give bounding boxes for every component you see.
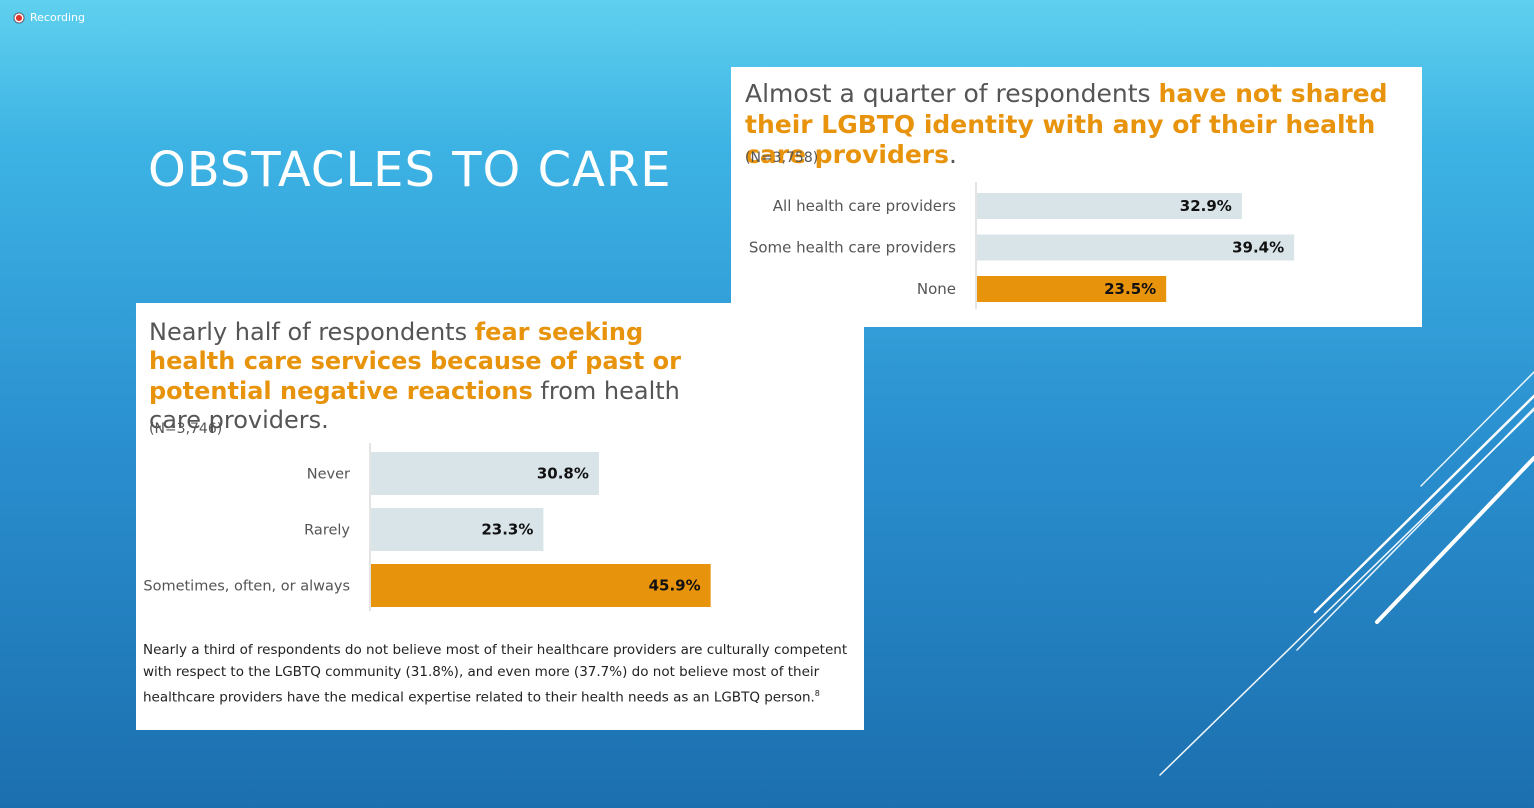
record-icon [14, 12, 24, 23]
disclosure-bar [977, 276, 1167, 302]
fear-category-label: Sometimes, often, or always [143, 579, 350, 595]
disclosure-value-label: 23.5% [1104, 280, 1156, 298]
card-heading: Almost a quarter of respondents have not… [745, 79, 1415, 171]
recording-label: Recording [30, 11, 86, 24]
fear-value-label: 45.9% [649, 577, 701, 595]
footnote-body: Nearly a third of respondents do not bel… [143, 642, 848, 706]
fear-value-label: 30.8% [537, 465, 589, 483]
recording-indicator: Recording [14, 11, 85, 24]
disclosure-category-label: Some health care providers [749, 239, 956, 257]
disclosure-value-label: 32.9% [1180, 197, 1232, 215]
survey-card-disclosure: Almost a quarter of respondents have not… [731, 67, 1422, 327]
fear-bar [371, 452, 599, 495]
footnote-text: Nearly a third of respondents do not bel… [143, 639, 863, 709]
fear-bar [371, 508, 544, 551]
heading-end: from health care providers. [149, 376, 680, 434]
footnote-reference: 8 [814, 689, 820, 698]
disclosure-bar [977, 193, 1242, 219]
survey-card-fear: Nearly half of respondents fear seeking … [136, 303, 864, 730]
disclosure-category-label: All health care providers [773, 197, 956, 215]
fear-bar-chart: Never 30.8% Rarely 23.3% Sometimes, often, o… [143, 443, 711, 611]
sample-size-label: (N=3,758) [745, 150, 819, 166]
fear-value-label: 23.3% [481, 521, 533, 539]
disclosure-bar-chart: All health care providers 32.9% Some healt… [749, 182, 1295, 309]
fear-category-label: Never [307, 467, 350, 483]
heading-highlight: have not shared their LGBTQ identity wit… [745, 79, 1388, 169]
card-heading: Nearly half of respondents fear seeking … [149, 318, 709, 435]
sample-size-label: (N=3,746) [149, 421, 223, 437]
disclosure-category-label: None [917, 280, 956, 298]
heading-end: . [949, 140, 957, 169]
disclosure-value-label: 39.4% [1232, 239, 1284, 257]
slide-title: OBSTACLES TO CARE [148, 142, 672, 198]
fear-category-label: Rarely [304, 523, 350, 539]
heading-plain: Almost a quarter of respondents [745, 79, 1159, 108]
disclosure-bar [977, 234, 1295, 261]
heading-plain: Nearly half of respondents [149, 318, 475, 346]
fear-bar [371, 564, 711, 607]
heading-highlight: fear seeking health care services becaus… [149, 318, 681, 405]
